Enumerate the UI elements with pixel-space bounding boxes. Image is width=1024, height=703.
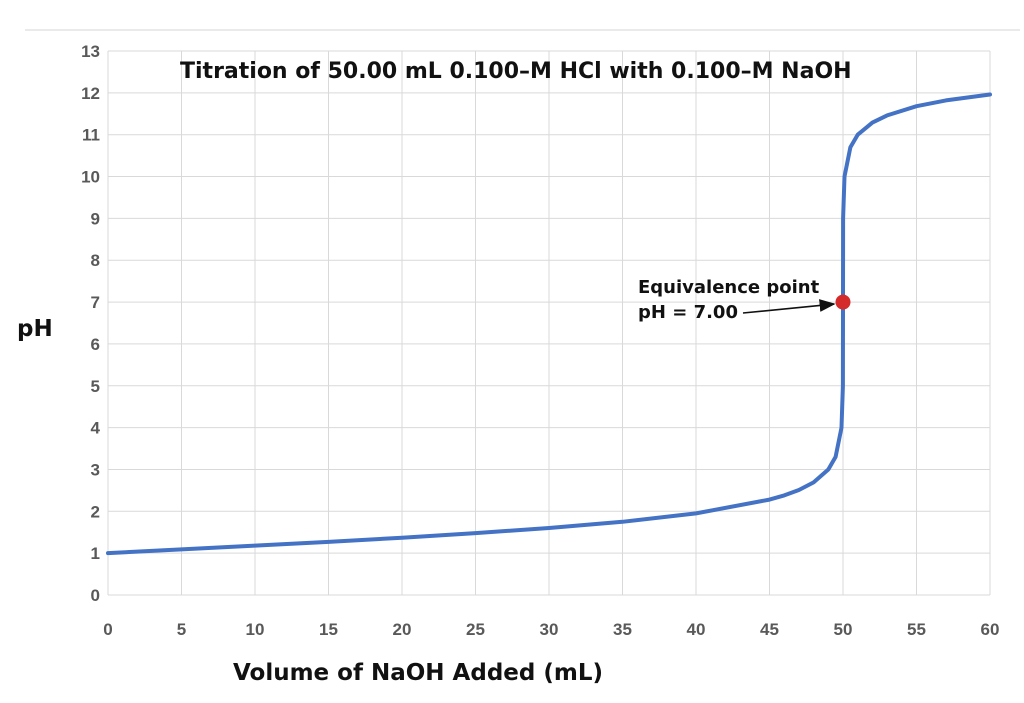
x-tick-label: 50 [834,620,853,639]
titration-curve [106,92,992,556]
equivalence-point-marker [835,294,851,310]
chart-title: Titration of 50.00 mL 0.100–M HCl with 0… [180,59,852,84]
x-axis-ticks: 0 5 10 15 20 25 30 35 40 45 50 55 60 [103,620,999,639]
y-tick-label: 5 [91,377,100,396]
x-tick-label: 40 [687,620,706,639]
annotation-arrow [742,299,836,314]
y-tick-label: 11 [82,126,100,145]
y-tick-label: 0 [91,586,100,605]
annotation-line1: Equivalence point [638,277,820,298]
y-tick-label: 12 [81,84,100,103]
x-tick-label: 60 [981,620,1000,639]
x-tick-label: 10 [246,620,265,639]
y-axis-label: pH [17,316,53,342]
y-tick-label: 8 [91,251,100,270]
y-tick-label: 2 [91,502,100,521]
x-tick-label: 30 [540,620,559,639]
y-tick-label: 10 [81,168,100,187]
x-tick-label: 55 [907,620,926,639]
x-tick-label: 35 [613,620,632,639]
x-tick-label: 0 [103,620,112,639]
y-tick-label: 3 [91,460,100,479]
y-tick-label: 4 [91,419,101,438]
y-tick-label: 9 [91,209,100,228]
x-tick-label: 20 [393,620,412,639]
grid [107,50,991,596]
y-tick-label: 7 [91,293,100,312]
x-axis-label: Volume of NaOH Added (mL) [233,660,603,686]
y-tick-label: 1 [91,544,100,563]
y-tick-label: 6 [91,335,100,354]
x-tick-label: 25 [466,620,485,639]
x-tick-label: 15 [319,620,338,639]
y-tick-label: 13 [81,42,100,61]
annotation-line2: pH = 7.00 [638,302,738,323]
x-tick-label: 5 [177,620,186,639]
x-tick-label: 45 [760,620,779,639]
